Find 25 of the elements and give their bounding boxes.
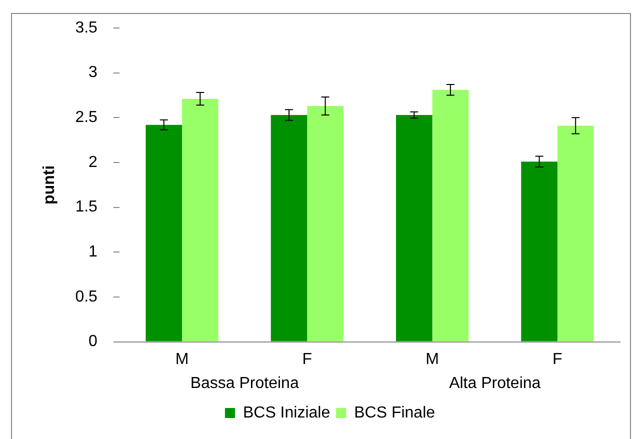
bar xyxy=(432,90,469,342)
x-tick-label: F xyxy=(552,350,563,368)
y-tick-label: 0 xyxy=(88,333,98,350)
bar xyxy=(521,162,558,342)
y-axis-title: punti xyxy=(41,165,58,204)
text: Alta Proteina xyxy=(449,375,541,392)
x-tick-label: F xyxy=(302,350,312,368)
x-tick-label: M xyxy=(426,350,439,368)
bar xyxy=(557,126,594,342)
y-tick-label: 3.5 xyxy=(75,19,98,36)
y-tick-label: 0.5 xyxy=(75,288,98,306)
y-tick-label: 2.5 xyxy=(75,109,98,126)
legend-label: BCS Finale xyxy=(354,404,436,422)
bar xyxy=(307,106,344,342)
bar xyxy=(270,114,308,342)
x-tick-label: M xyxy=(175,350,189,368)
y-tick-label: 1.5 xyxy=(75,198,98,216)
bar xyxy=(182,98,218,342)
bar xyxy=(146,124,182,342)
y-tick-label: 3 xyxy=(88,64,98,82)
y-tick-label: 1 xyxy=(88,244,98,261)
text: Bassa Proteina xyxy=(190,375,299,392)
y-tick-label: 2 xyxy=(88,154,98,171)
bar xyxy=(396,114,432,342)
legend-label: BCS Iniziale xyxy=(242,404,330,422)
